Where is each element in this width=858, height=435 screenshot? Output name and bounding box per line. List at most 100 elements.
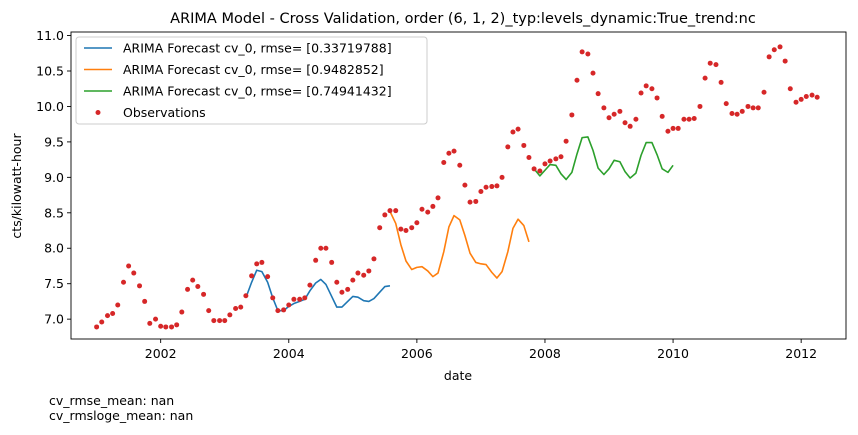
y-tick-label: 9.5 xyxy=(44,134,64,149)
observation-point xyxy=(153,316,159,322)
observation-point xyxy=(409,225,415,231)
observation-point xyxy=(697,103,703,109)
observation-point xyxy=(366,268,372,274)
legend-swatch-dot xyxy=(95,110,101,115)
observation-point xyxy=(291,296,297,302)
legend-label: Observations xyxy=(123,105,206,120)
observation-point xyxy=(782,58,788,64)
observation-point xyxy=(638,90,644,96)
series-line-1 xyxy=(389,211,530,279)
observation-point xyxy=(585,51,591,57)
observation-point xyxy=(243,293,249,299)
observation-point xyxy=(169,324,175,330)
observation-point xyxy=(558,154,564,160)
observation-point xyxy=(115,302,121,308)
observation-point xyxy=(526,154,532,160)
observation-point xyxy=(158,323,164,329)
observation-point xyxy=(510,129,516,135)
legend-label: ARIMA Forecast cv_0, rmse= [0.74941432] xyxy=(123,84,392,99)
observation-point xyxy=(723,101,729,107)
observation-point xyxy=(771,47,777,53)
observation-point xyxy=(622,120,628,126)
legend: ARIMA Forecast cv_0, rmse= [0.33719788] A… xyxy=(75,36,428,125)
observation-point xyxy=(355,270,361,276)
observation-point xyxy=(590,70,596,76)
observation-point xyxy=(718,79,724,85)
observation-point xyxy=(403,228,409,234)
observation-point xyxy=(259,259,265,265)
y-tick-label: 8.5 xyxy=(44,205,64,220)
observation-point xyxy=(222,318,228,324)
observation-point xyxy=(761,89,767,95)
observation-point xyxy=(793,99,799,105)
observation-point xyxy=(563,138,569,144)
observation-point xyxy=(729,111,735,117)
observation-point xyxy=(494,183,500,189)
observation-point xyxy=(483,184,489,190)
observation-point xyxy=(675,125,681,131)
observation-point xyxy=(595,91,601,97)
observation-point xyxy=(393,208,399,214)
y-tick-label: 9.0 xyxy=(44,170,64,185)
observation-point xyxy=(569,112,575,118)
observation-point xyxy=(174,322,180,328)
observation-point xyxy=(654,95,660,101)
legend-label: ARIMA Forecast cv_0, rmse= [0.9482852] xyxy=(123,62,384,77)
observation-point xyxy=(297,296,303,302)
plot-area xyxy=(70,31,847,340)
observation-point xyxy=(361,272,367,278)
y-tick-label: 11.0 xyxy=(36,28,64,43)
observation-point xyxy=(313,257,319,263)
chart-title: ARIMA Model - Cross Validation, order (6… xyxy=(170,11,756,27)
observation-point xyxy=(350,277,356,283)
observation-point xyxy=(670,125,676,131)
observation-point xyxy=(451,148,457,154)
observation-point xyxy=(179,309,185,315)
observation-point xyxy=(547,158,553,164)
observation-point xyxy=(275,308,281,314)
observation-point xyxy=(814,94,820,100)
observation-point xyxy=(803,94,809,100)
observation-point xyxy=(473,198,479,204)
cv-rmse-mean-label: cv_rmse_mean: nan xyxy=(49,393,175,408)
observation-point xyxy=(766,54,772,60)
observation-point xyxy=(489,184,495,190)
observation-point xyxy=(505,144,511,150)
observation-point xyxy=(329,259,335,265)
observation-point xyxy=(105,313,111,319)
observation-point xyxy=(286,302,292,308)
observation-point xyxy=(377,225,383,231)
observation-point xyxy=(419,206,425,212)
observation-point xyxy=(467,199,473,205)
observation-point xyxy=(777,44,783,50)
legend-label: ARIMA Forecast cv_0, rmse= [0.33719788] xyxy=(123,41,392,56)
observation-point xyxy=(713,62,719,68)
y-tick-label: 8.0 xyxy=(44,241,64,256)
observation-point xyxy=(531,166,537,172)
observation-point xyxy=(649,86,655,92)
observation-point xyxy=(691,116,697,121)
x-axis-title: date xyxy=(444,368,472,383)
y-tick-label: 10.5 xyxy=(36,63,64,78)
observation-point xyxy=(787,86,793,92)
x-tick-label: 2006 xyxy=(401,346,433,361)
legend-frame xyxy=(75,36,428,125)
observation-point xyxy=(462,182,468,188)
observation-point xyxy=(227,312,233,318)
observation-point xyxy=(254,261,260,267)
observation-point xyxy=(281,307,287,313)
observation-point xyxy=(601,105,607,111)
observation-point xyxy=(217,318,223,324)
observation-point xyxy=(94,324,100,330)
observation-point xyxy=(323,245,329,251)
observation-point xyxy=(611,111,617,117)
observation-point xyxy=(121,279,127,285)
observation-point xyxy=(633,116,639,122)
x-tick-label: 2010 xyxy=(657,346,689,361)
observation-point xyxy=(318,245,324,251)
observation-point xyxy=(574,77,580,83)
series-line-0 xyxy=(245,269,391,312)
observation-point xyxy=(201,291,207,297)
observation-point xyxy=(606,115,612,121)
